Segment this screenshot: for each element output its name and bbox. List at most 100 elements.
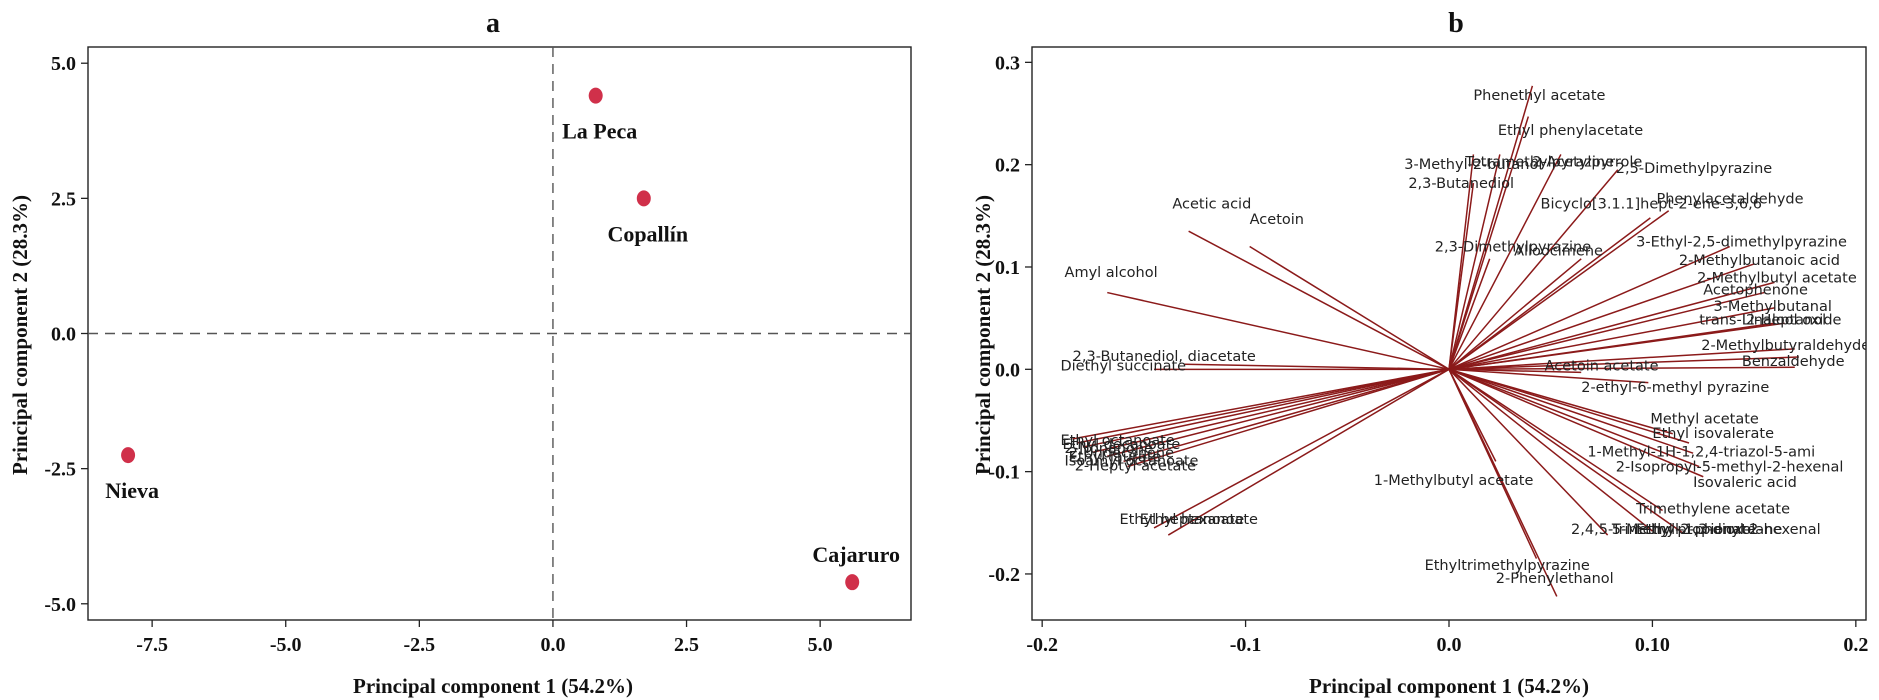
loading-vector	[1448, 368, 1690, 444]
variable-label: Amyl alcohol	[1065, 265, 1158, 281]
variable-label: 2-Acetylpyrrole	[1532, 155, 1642, 171]
variable-label: 1-Methylbutyl acetate	[1374, 473, 1534, 489]
variable-label: Ethyltrimethylpyrazine	[1425, 558, 1590, 574]
variable-label: Ethyl hexanoate	[1140, 512, 1258, 528]
variable-label: 2-Isopropyl-5-methyl-2-hexenal	[1616, 460, 1844, 476]
y-tick-label: -0.2	[988, 564, 1020, 586]
variable-label: Methyl acetate	[1650, 412, 1759, 428]
x-tick-label: -5.0	[270, 634, 302, 656]
loading-vector	[1076, 368, 1450, 444]
variable-label: 2-Phenylethanol	[1496, 571, 1614, 587]
loading-vector	[1448, 356, 1799, 371]
loading-vector	[1448, 368, 1663, 512]
variable-label: Ethyl octanoate	[1060, 433, 1174, 449]
loading-vector	[1448, 368, 1649, 384]
panel-b-right-margin	[1866, 40, 1879, 640]
variable-label: 1-Methyl-1H-1,2,4-triazol-5-ami	[1587, 444, 1815, 460]
variable-label: Ethyl decanoate	[1063, 437, 1181, 453]
loading-vector	[1448, 154, 1562, 370]
point-label: Copallín	[607, 221, 688, 246]
variable-label: Isoamyl octanoate	[1065, 453, 1199, 469]
loading-vector	[1082, 368, 1450, 448]
variable-label: Trimethylene acetate	[1635, 502, 1790, 518]
loading-vector	[1188, 230, 1450, 370]
variable-label: 2-Heptyl acetate	[1075, 459, 1196, 475]
variable-label: 3-Methylbutanal	[1713, 299, 1831, 315]
variable-label: Acetophenone	[1703, 283, 1808, 299]
y-tick-label: -5.0	[44, 594, 76, 616]
panel-b-label: b	[1448, 8, 1464, 39]
loading-vector	[1448, 169, 1619, 370]
y-tick-label: -2.5	[44, 459, 76, 481]
data-point	[636, 190, 651, 207]
variable-label: 2-Methylbutyraldehyde	[1701, 338, 1870, 354]
point-label: Nieva	[105, 478, 159, 503]
x-tick-label: 2.5	[674, 634, 699, 656]
loading-vector	[1072, 368, 1450, 440]
x-tick-label: 0.0	[1437, 634, 1462, 656]
x-tick-label: 0.10	[1635, 634, 1670, 656]
variable-label: 2-Methylbutyl acetate	[1697, 270, 1857, 286]
panel-a-reference-lines	[88, 47, 911, 620]
loading-vector	[1448, 182, 1475, 370]
panel-b-x-ticks: -0.2 -0.1 0.0 0.10 0.2	[1026, 620, 1868, 656]
variable-label: Ethyl phenylacetate	[1498, 123, 1643, 139]
variable-label: Isovaleric acid	[1693, 475, 1797, 491]
variable-label: Acetoin acetate	[1545, 358, 1659, 374]
panel-b-x-axis-label: Principal component 1 (54.2%)	[1309, 674, 1589, 698]
panel-a-points: La Peca Copallín Nieva Cajaruro	[105, 87, 900, 591]
loading-vector	[1448, 368, 1609, 536]
y-tick-label: 0.2	[995, 155, 1020, 177]
panel-a: a -7.5 -5.0 -2.5 0.0 2.5 5.0 -5.0 -2.5 0.0 2.5 5.…	[8, 8, 912, 698]
y-tick-label: -0.1	[988, 462, 1020, 484]
data-point	[845, 574, 860, 591]
variable-label: 2,3-Butanediol	[1408, 176, 1514, 192]
point-label: Cajaruro	[812, 542, 900, 567]
variable-label: 2-Heptanol	[1746, 312, 1826, 328]
panel-a-x-axis-label: Principal component 1 (54.2%)	[353, 674, 633, 698]
panel-a-y-axis-label: Principal component 2 (28.3%)	[8, 195, 32, 475]
loading-vector	[1107, 368, 1450, 458]
variable-label: Tetramethylpyrazine	[1464, 155, 1614, 171]
variable-label: Acetic acid	[1172, 197, 1251, 213]
x-tick-label: 0.2	[1843, 634, 1868, 656]
panel-b-loading-vectors	[1072, 85, 1799, 597]
loading-vector	[1184, 363, 1450, 371]
x-tick-label: -7.5	[136, 634, 168, 656]
x-tick-label: -2.5	[404, 634, 436, 656]
loading-vector	[1448, 368, 1582, 374]
loading-vector	[1448, 210, 1670, 370]
loading-vector	[1448, 291, 1765, 371]
loading-vector	[1448, 368, 1653, 532]
loading-vector	[1448, 368, 1684, 534]
x-tick-label: 5.0	[808, 634, 833, 656]
loading-vector	[1127, 368, 1450, 468]
panel-b: b Phenethyl acetate Ethyl phenylacetate 3-…	[971, 8, 1879, 698]
x-tick-label: -0.2	[1026, 634, 1058, 656]
variable-label: 2,3-Dimethylpyrazine	[1435, 240, 1591, 256]
loading-vector	[1448, 281, 1775, 371]
panel-b-variable-labels: Phenethyl acetate Ethyl phenylacetate 3-Me…	[1060, 88, 1870, 587]
variable-label: 2,4,5-Trimethyl-1,3-dioxolane	[1571, 522, 1782, 538]
variable-label: 2-Nonanone	[1065, 441, 1154, 457]
loading-vector	[1448, 366, 1795, 371]
variable-label: 3-Methyl-2-butanol	[1404, 157, 1542, 173]
variable-label: Alloocimene	[1514, 244, 1603, 260]
panel-a-label: a	[486, 8, 500, 39]
loading-vector	[1092, 368, 1450, 453]
loading-vector	[1448, 368, 1694, 454]
loading-vector	[1448, 368, 1558, 597]
loading-vector	[1448, 85, 1534, 370]
loading-vector	[1448, 368, 1700, 468]
loading-vector	[1448, 245, 1731, 370]
y-tick-label: 0.1	[995, 257, 1020, 279]
variable-label: Phenethyl acetate	[1473, 88, 1605, 104]
variable-label: trans-Linalool oxide	[1699, 312, 1841, 328]
loading-vector	[1448, 322, 1785, 371]
loading-vector	[1448, 258, 1491, 370]
y-tick-label: 2.5	[51, 188, 76, 210]
point-label: La Peca	[562, 119, 637, 144]
variable-label: Ethyl isovalerate	[1652, 426, 1774, 442]
x-tick-label: 0.0	[540, 634, 565, 656]
